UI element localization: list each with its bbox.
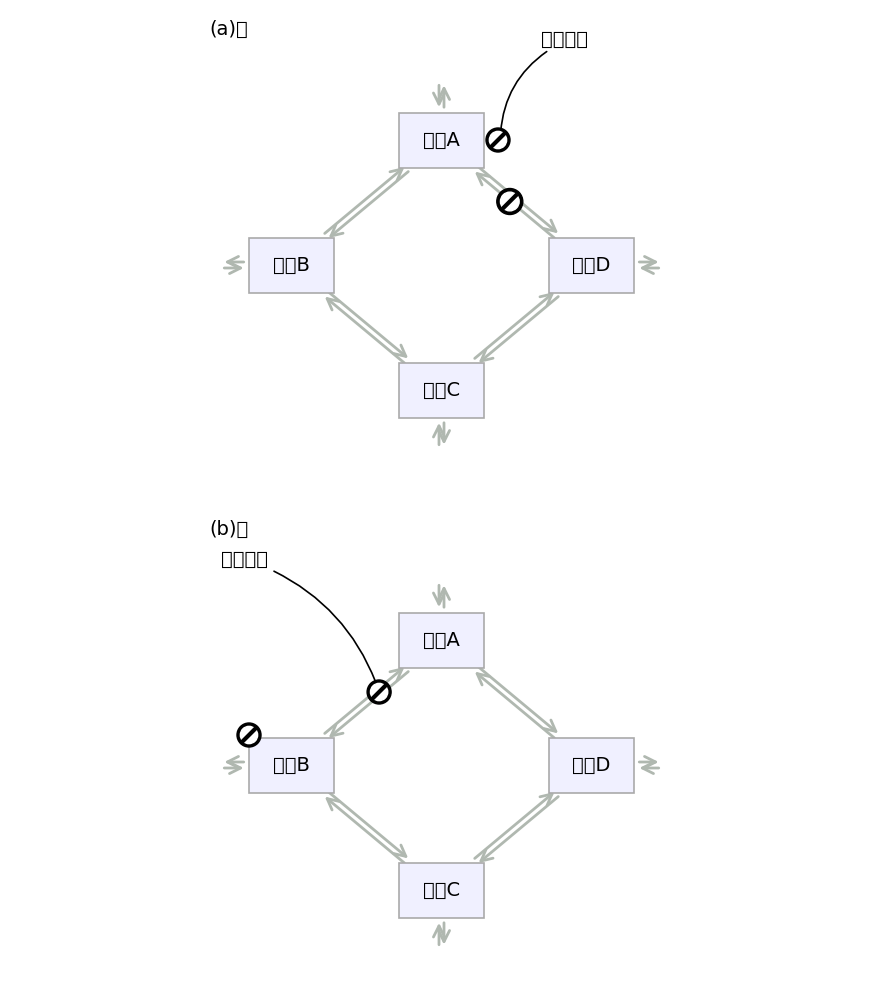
FancyBboxPatch shape	[399, 362, 484, 418]
Circle shape	[367, 680, 391, 704]
Text: (b)：: (b)：	[209, 520, 248, 539]
Text: 节点A: 节点A	[423, 130, 460, 149]
FancyBboxPatch shape	[549, 237, 634, 292]
Circle shape	[489, 131, 507, 149]
FancyBboxPatch shape	[399, 112, 484, 167]
Circle shape	[237, 723, 261, 747]
FancyBboxPatch shape	[249, 738, 334, 792]
FancyBboxPatch shape	[399, 862, 484, 918]
Circle shape	[497, 188, 523, 215]
Text: 节点C: 节点C	[423, 880, 460, 900]
Text: 节点A: 节点A	[423, 631, 460, 650]
Text: 节点D: 节点D	[572, 255, 611, 274]
Text: 故障链路: 故障链路	[222, 550, 268, 569]
FancyBboxPatch shape	[249, 237, 334, 292]
Circle shape	[501, 192, 519, 211]
Circle shape	[486, 128, 510, 152]
Text: 备用链路: 备用链路	[541, 30, 588, 49]
FancyBboxPatch shape	[399, 612, 484, 668]
FancyBboxPatch shape	[549, 738, 634, 792]
Text: 节点B: 节点B	[273, 756, 310, 774]
Circle shape	[371, 683, 388, 701]
Text: 节点B: 节点B	[273, 255, 310, 274]
Circle shape	[240, 726, 258, 744]
Text: 节点D: 节点D	[572, 756, 611, 774]
Text: (a)：: (a)：	[209, 20, 248, 39]
Text: 节点C: 节点C	[423, 380, 460, 399]
